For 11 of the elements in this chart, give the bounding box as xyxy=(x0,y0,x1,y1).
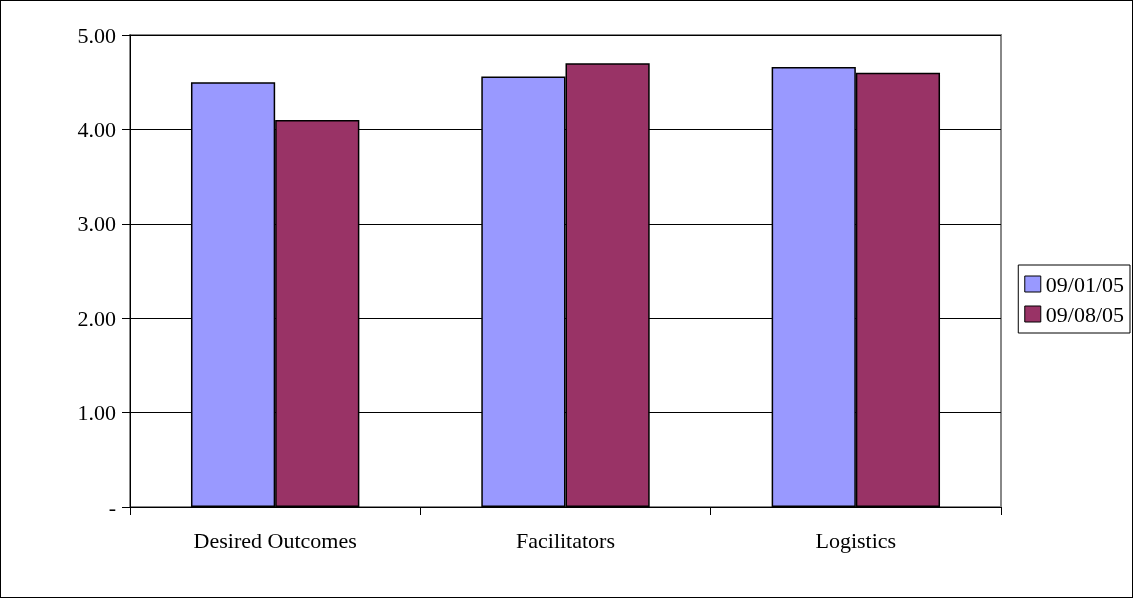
y-tick-label: 2.00 xyxy=(77,305,116,331)
legend-label: 09/01/05 xyxy=(1045,271,1125,297)
x-tick-label: Logistics xyxy=(815,527,897,553)
y-tick-label: - xyxy=(108,494,116,520)
legend-label: 09/08/05 xyxy=(1045,301,1125,327)
x-tick-label: Facilitators xyxy=(516,527,615,553)
y-tick-label: 3.00 xyxy=(77,211,116,237)
x-tick-label: Desired Outcomes xyxy=(193,527,357,553)
y-tick-label: 5.00 xyxy=(77,22,116,48)
y-tick-label: 4.00 xyxy=(77,116,116,142)
y-tick-label: 1.00 xyxy=(77,400,116,426)
